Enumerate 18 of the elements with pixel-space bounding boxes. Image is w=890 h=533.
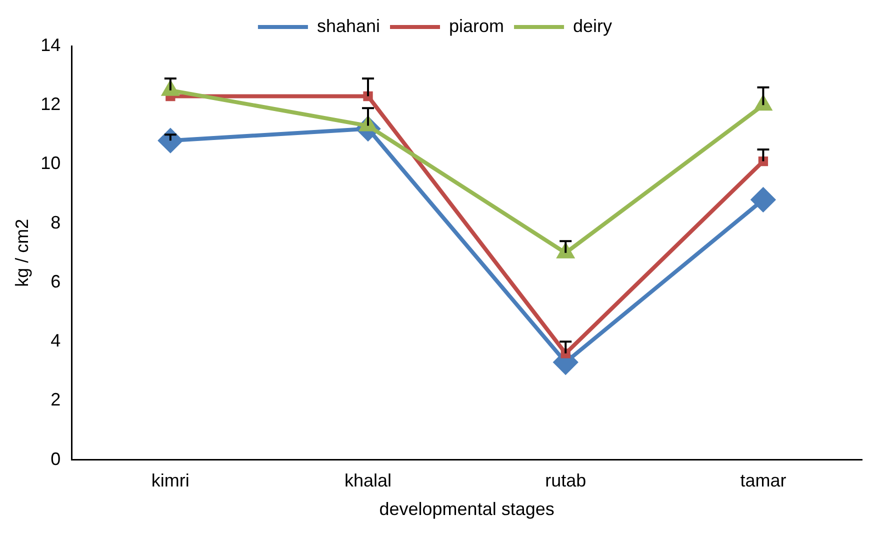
y-tick-label: 12 — [40, 94, 61, 114]
y-tick-label: 6 — [50, 271, 61, 292]
y-tick-label: 14 — [40, 34, 61, 55]
y-tick-label: 8 — [50, 212, 61, 232]
y-axis-title: kg / cm2 — [12, 218, 32, 287]
x-axis-title: developmental stages — [379, 499, 554, 520]
legend-label: piarom — [449, 16, 504, 36]
x-tick-label: rutab — [545, 470, 586, 491]
y-tick-label: 0 — [50, 448, 61, 469]
y-tick-label: 2 — [50, 390, 61, 410]
legend-label: shahani — [316, 16, 380, 36]
legend-label: deiry — [573, 16, 612, 36]
y-tick-label: 10 — [40, 153, 61, 174]
x-tick-label: tamar — [740, 470, 786, 491]
y-tick-label: 4 — [50, 330, 61, 351]
point — [751, 188, 776, 212]
x-tick-label: kimri — [151, 470, 190, 491]
x-tick-label: khalal — [344, 470, 392, 491]
